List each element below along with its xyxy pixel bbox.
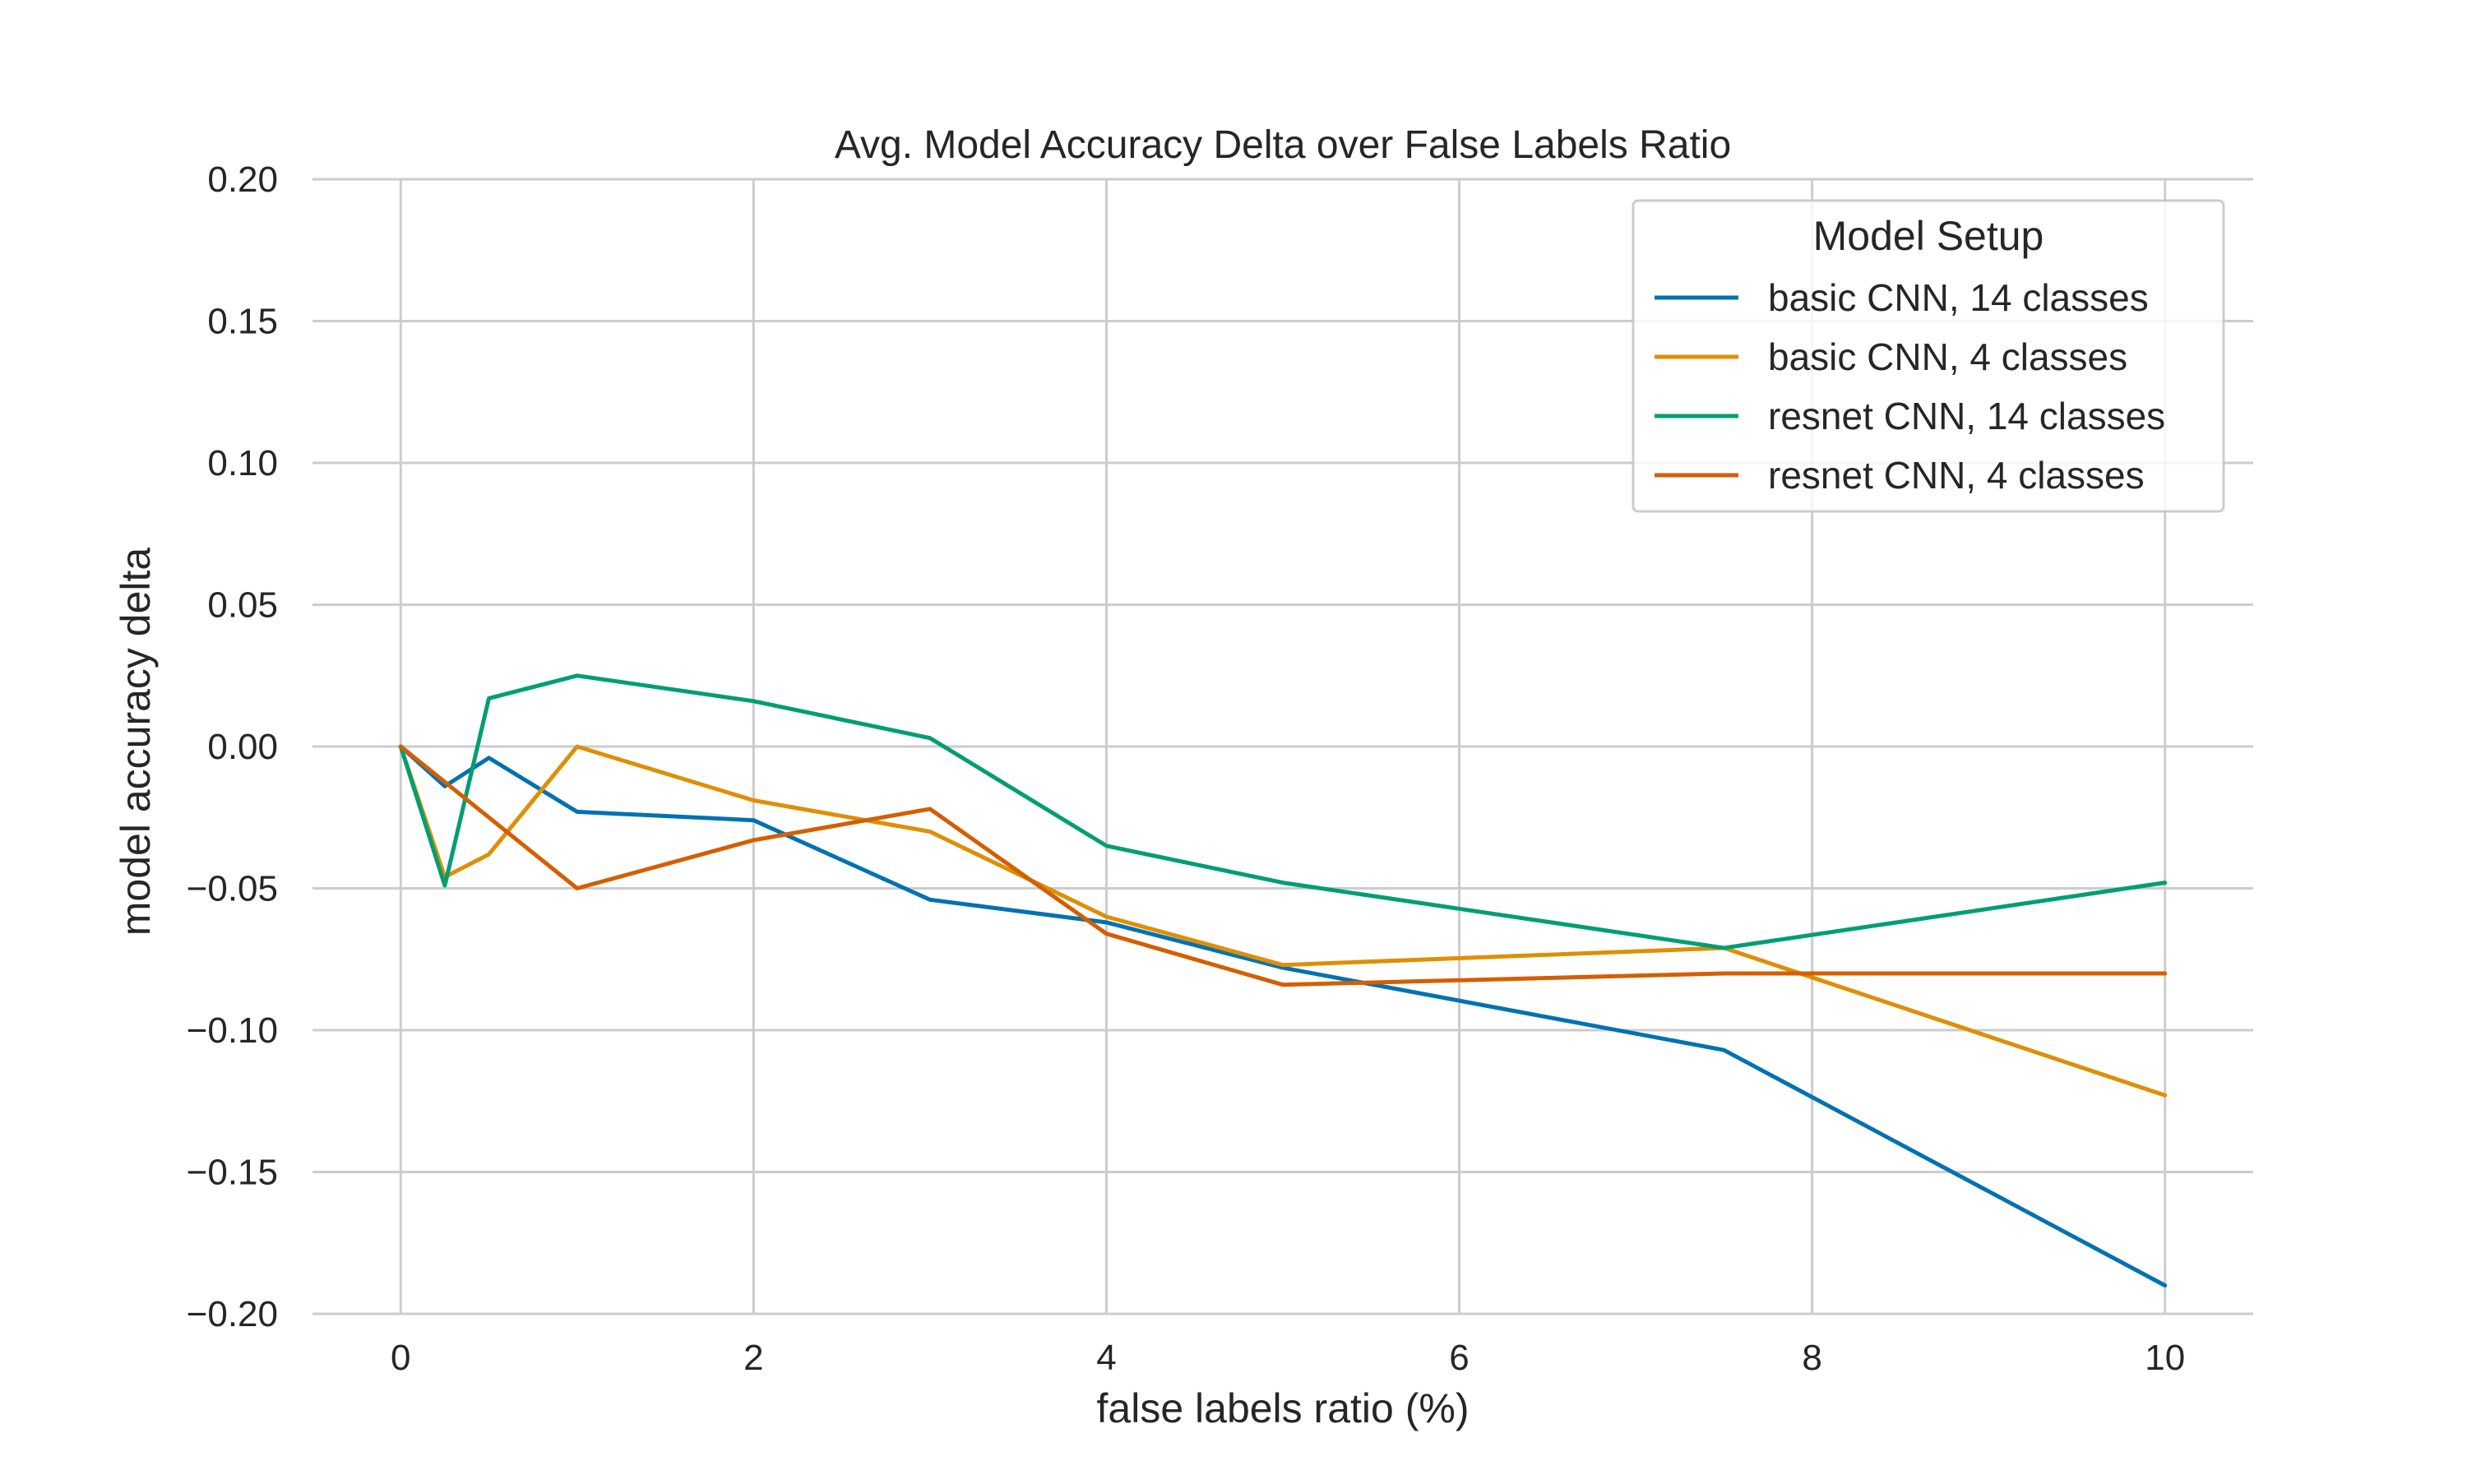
- series-line-1: [398, 744, 2168, 1288]
- series-line-2: [398, 744, 2168, 1098]
- legend-title: Model Setup: [1813, 213, 2044, 259]
- y-tick-label: −0.05: [187, 869, 278, 909]
- series-lines: [398, 673, 2168, 1288]
- legend-entry-label: basic CNN, 4 classes: [1768, 335, 2127, 378]
- series-line-3: [398, 673, 2168, 950]
- legend-entry-label: resnet CNN, 14 classes: [1768, 395, 2165, 437]
- y-tick-label: 0.05: [207, 585, 278, 626]
- legend-box: [1632, 199, 2225, 513]
- x-tick-label: 2: [743, 1338, 763, 1378]
- y-tick-label: 0.20: [207, 159, 278, 200]
- tick-labels: 0.20 0.15 0.10 0.05 0.00 −0.05 −0.10 −0.15 −0.20…: [187, 159, 2186, 1378]
- legend: Model Setup basic CNN, 14 classes basic C…: [1632, 199, 2225, 513]
- x-tick-label: 8: [1802, 1338, 1821, 1378]
- y-tick-label: 0.15: [207, 302, 278, 342]
- y-tick-label: −0.10: [187, 1010, 278, 1051]
- legend-entry-label: basic CNN, 14 classes: [1768, 276, 2149, 319]
- y-tick-label: 0.00: [207, 727, 278, 767]
- chart-title: Avg. Model Accuracy Delta over False Lab…: [835, 123, 1731, 167]
- x-tick-label: 0: [391, 1338, 410, 1378]
- y-tick-label: −0.20: [187, 1294, 278, 1334]
- y-tick-label: −0.15: [187, 1153, 278, 1193]
- y-tick-label: 0.10: [207, 443, 278, 483]
- x-tick-label: 4: [1096, 1338, 1116, 1378]
- legend-entry-label: resnet CNN, 4 classes: [1768, 454, 2145, 497]
- x-tick-label: 6: [1449, 1338, 1469, 1378]
- x-tick-label: 10: [2145, 1338, 2185, 1378]
- x-axis-label: false labels ratio (%): [1097, 1385, 1470, 1431]
- y-axis-label: model accuracy delta: [113, 548, 159, 936]
- series-line-4: [398, 744, 2168, 987]
